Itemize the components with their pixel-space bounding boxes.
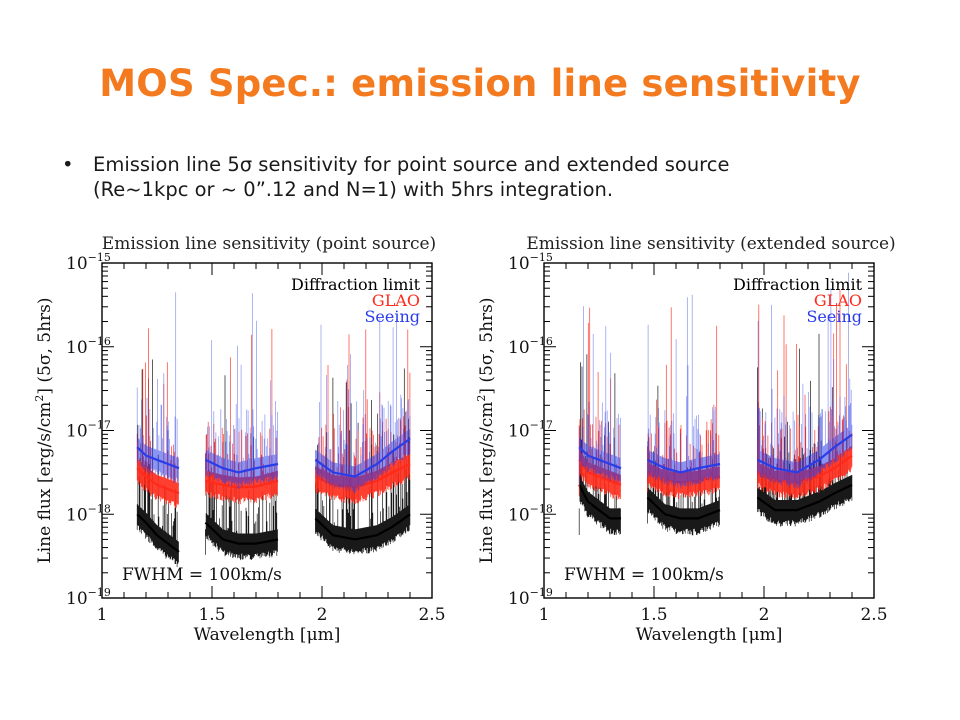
chart-2: Emission line sensitivity (extended sour… [475, 234, 896, 645]
series-line [756, 433, 853, 474]
chart-title: Emission line sensitivity (extended sour… [526, 234, 895, 254]
series-line [136, 467, 180, 495]
chart-annotation: FWHM = 100km/s [564, 565, 724, 585]
bullet-line-1: Emission line 5σ sensitivity for point s… [93, 153, 730, 176]
x-tick-label: 1.5 [640, 605, 667, 625]
y-tick-label: 10−17 [66, 419, 111, 442]
series-band [136, 292, 179, 485]
x-tick-label: 2 [317, 605, 328, 625]
y-tick-label: 10−16 [66, 335, 111, 358]
series-line [578, 484, 621, 520]
legend-entry: Diffraction limit [291, 275, 421, 294]
series-line [136, 446, 180, 470]
x-tick-label: 1.5 [198, 605, 225, 625]
y-tick-label: 10−17 [508, 419, 553, 442]
y-axis-label: Line flux [erg/s/cm2] (5σ, 5hrs) [475, 297, 497, 563]
y-tick-label: 10−15 [508, 251, 553, 274]
x-tick-label: 2 [759, 605, 770, 625]
series-line [756, 454, 853, 484]
x-axis-label: Wavelength [μm] [636, 625, 783, 645]
chart-1: Emission line sensitivity (point source)… [33, 234, 446, 645]
x-tick-label: 2.5 [418, 605, 445, 625]
y-axis-label: Line flux [erg/s/cm2] (5σ, 5hrs) [33, 297, 55, 563]
x-tick-label: 2.5 [860, 605, 887, 625]
y-tick-label: 10−19 [66, 586, 111, 609]
legend-entry: GLAO [814, 291, 862, 310]
y-tick-label: 10−15 [66, 251, 111, 274]
x-tick-label: 1 [97, 605, 108, 625]
bullet-icon: • [62, 153, 74, 176]
y-tick-label: 10−19 [508, 586, 553, 609]
legend-entry: Seeing [806, 307, 862, 326]
series-band [578, 306, 621, 485]
slide-title: MOS Spec.: emission line sensitivity [99, 62, 861, 105]
series-line [646, 496, 721, 520]
series-seeing [578, 272, 853, 489]
series-band [205, 293, 278, 489]
series-line [314, 438, 411, 478]
bullet-text: Emission line 5σ sensitivity for point s… [93, 152, 913, 202]
series-line [314, 513, 411, 541]
series-line [204, 458, 279, 474]
y-tick-label: 10−18 [508, 502, 553, 525]
y-tick-label: 10−18 [66, 502, 111, 525]
legend-entry: Diffraction limit [733, 275, 863, 294]
series-line [756, 483, 853, 512]
chart-annotation: FWHM = 100km/s [122, 565, 282, 585]
x-axis-label: Wavelength [μm] [194, 625, 341, 645]
series-line [204, 521, 279, 545]
legend-entry: Seeing [364, 307, 420, 326]
y-tick-label: 10−16 [508, 335, 553, 358]
series-line [646, 458, 721, 474]
series-line [578, 459, 622, 486]
chart-title: Emission line sensitivity (point source) [102, 234, 436, 254]
x-tick-label: 1 [539, 605, 550, 625]
series-seeing [136, 292, 411, 494]
bullet-line-2: (Re~1kpc or ~ 0”.12 and N=1) with 5hrs i… [93, 178, 614, 201]
series-diffraction-limit [136, 359, 411, 568]
series-line [136, 513, 180, 553]
series-line [578, 446, 622, 470]
legend-entry: GLAO [372, 291, 420, 310]
